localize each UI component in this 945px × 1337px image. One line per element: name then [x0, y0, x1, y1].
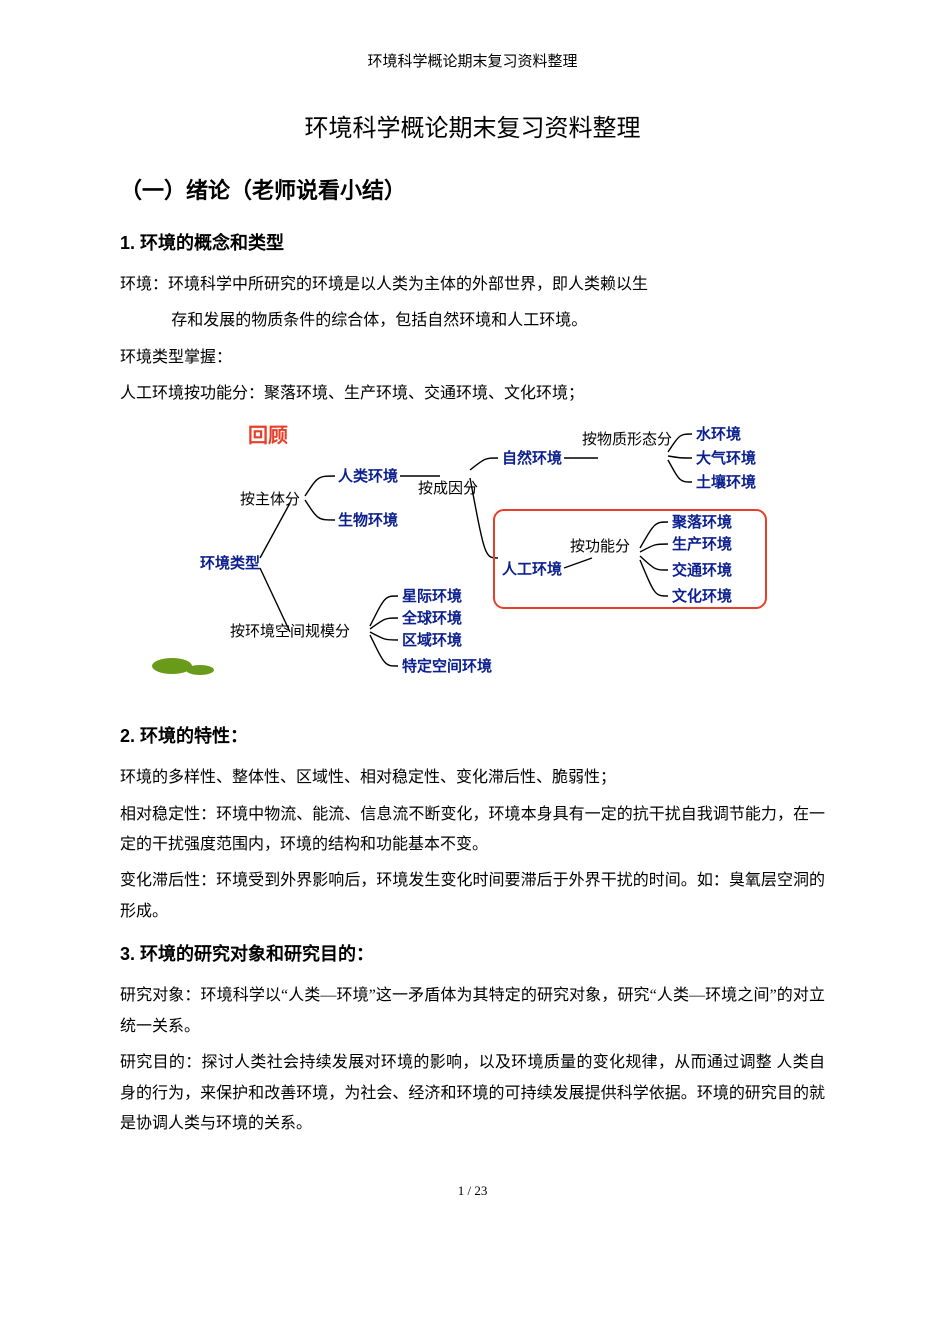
svg-text:回顾: 回顾 [248, 424, 288, 447]
svg-text:区域环境: 区域环境 [402, 631, 462, 649]
paragraph: 环境的多样性、整体性、区域性、相对稳定性、变化滞后性、脆弱性； [120, 763, 825, 793]
svg-text:按物质形态分: 按物质形态分 [582, 431, 672, 448]
paragraph: 人工环境按功能分：聚落环境、生产环境、交通环境、文化环境； [120, 379, 825, 409]
paragraph: 环境：环境科学中所研究的环境是以人类为主体的外部世界，即人类赖以生 [120, 270, 825, 300]
classification-diagram: 回顾 环境类型 按主体分 人类环境 生物环境 按环境空间规模分 星际环境 全球环… [140, 418, 825, 709]
page-header: 环境科学概论期末复习资料整理 [120, 48, 825, 77]
section-1-3-heading: 3. 环境的研究对象和研究目的： [120, 937, 825, 971]
svg-text:文化环境: 文化环境 [672, 587, 732, 605]
svg-text:大气环境: 大气环境 [696, 449, 756, 467]
svg-text:人工环境: 人工环境 [502, 560, 562, 578]
svg-text:星际环境: 星际环境 [402, 587, 462, 605]
svg-text:按主体分: 按主体分 [240, 491, 300, 508]
svg-text:环境类型: 环境类型 [200, 554, 260, 572]
svg-text:生物环境: 生物环境 [338, 511, 398, 529]
paragraph: 相对稳定性：环境中物流、能流、信息流不断变化，环境本身具有一定的抗干扰自我调节能… [120, 800, 825, 861]
svg-text:生产环境: 生产环境 [672, 535, 732, 553]
svg-text:按环境空间规模分: 按环境空间规模分 [230, 622, 350, 640]
document-title: 环境科学概论期末复习资料整理 [120, 107, 825, 153]
svg-text:聚落环境: 聚落环境 [671, 513, 732, 531]
section-1-2-heading: 2. 环境的特性： [120, 719, 825, 753]
svg-text:人类环境: 人类环境 [338, 467, 398, 485]
paragraph: 研究对象：环境科学以“人类—环境”这一矛盾体为其特定的研究对象，研究“人类—环境… [120, 981, 825, 1042]
section-1-1-heading: 1. 环境的概念和类型 [120, 226, 825, 260]
page-sep: / [464, 1183, 474, 1198]
section-1-heading: （一）绪论（老师说看小结） [120, 170, 825, 212]
svg-text:自然环境: 自然环境 [502, 449, 562, 467]
page-total: 23 [474, 1183, 487, 1198]
paragraph: 环境类型掌握： [120, 343, 825, 373]
svg-text:交通环境: 交通环境 [672, 561, 732, 579]
paragraph: 研究目的：探讨人类社会持续发展对环境的影响，以及环境质量的变化规律，从而通过调整… [120, 1048, 825, 1139]
svg-text:特定空间环境: 特定空间环境 [402, 657, 492, 675]
paragraph: 存和发展的物质条件的综合体，包括自然环境和人工环境。 [120, 306, 825, 336]
svg-text:水环境: 水环境 [696, 425, 741, 443]
svg-text:按功能分: 按功能分 [570, 538, 630, 555]
svg-text:按成因分: 按成因分 [418, 480, 478, 497]
page-number: 1 / 23 [120, 1179, 825, 1204]
svg-text:土壤环境: 土壤环境 [696, 473, 756, 491]
svg-text:全球环境: 全球环境 [401, 609, 462, 627]
paragraph: 变化滞后性：环境受到外界影响后，环境发生变化时间要滞后于外界干扰的时间。如：臭氧… [120, 866, 825, 927]
